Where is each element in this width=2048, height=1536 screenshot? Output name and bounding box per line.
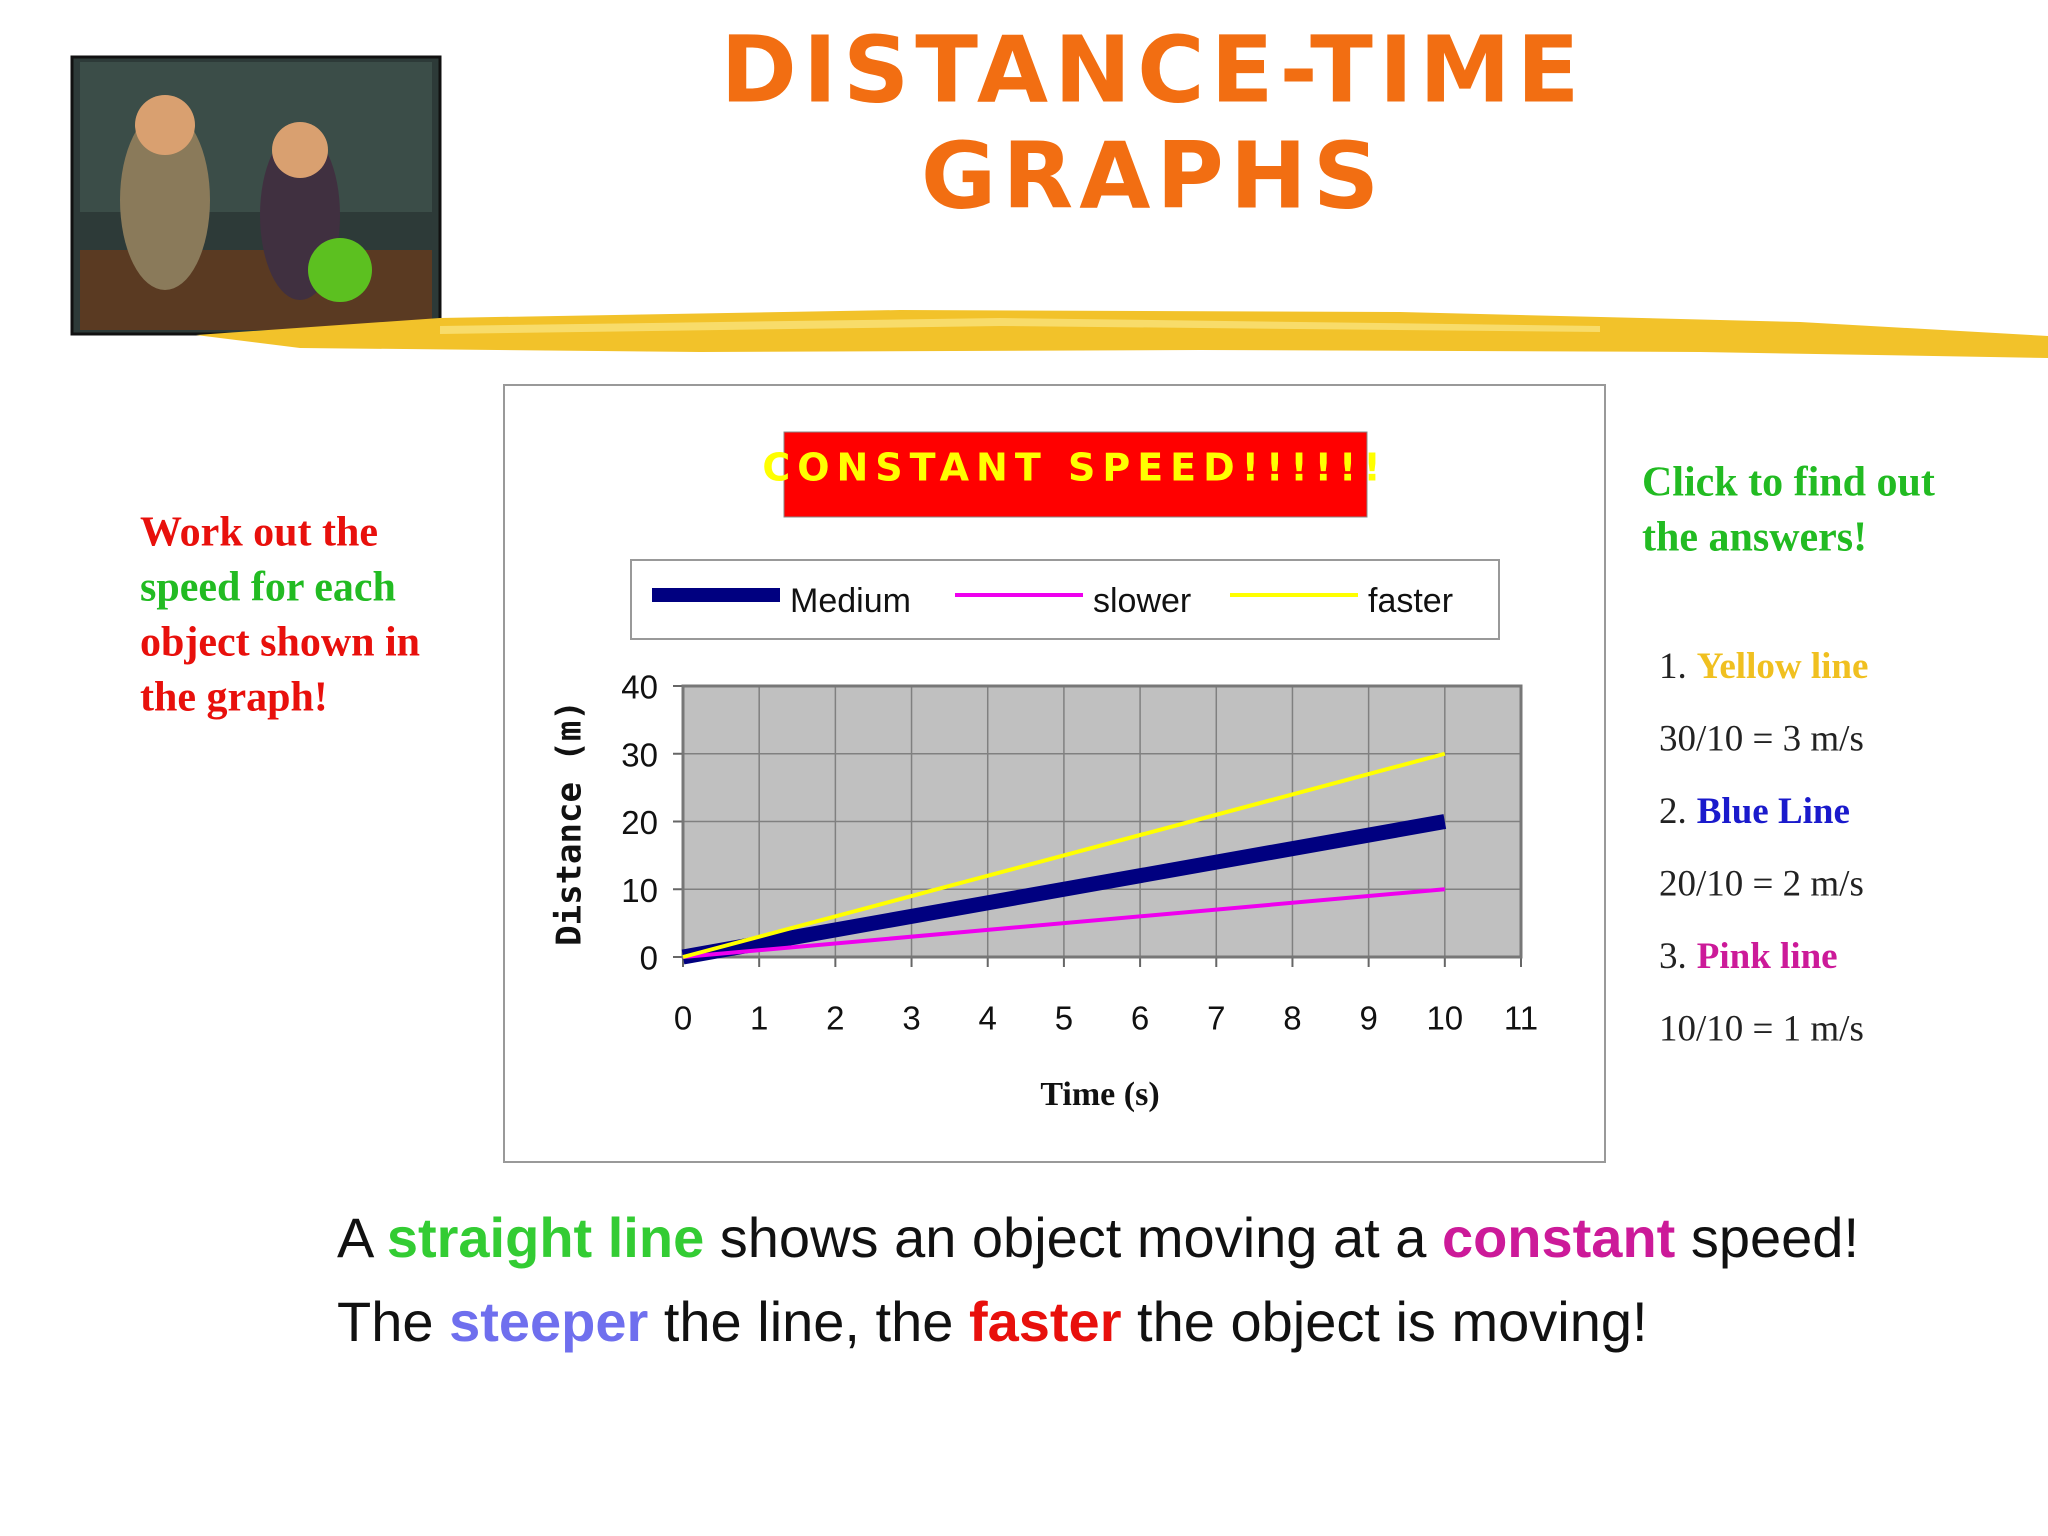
x-tick-label: 1 (750, 1000, 768, 1037)
y-tick-label: 30 (621, 736, 658, 773)
brush-stroke-highlight (440, 318, 1600, 334)
x-tick-label: 5 (1055, 1000, 1073, 1037)
x-tick-label: 10 (1426, 1000, 1463, 1037)
statement-part: constant (1442, 1206, 1675, 1269)
answer-heading: 1. Yellow line (1659, 646, 1868, 687)
statement-part: speed! (1675, 1206, 1859, 1269)
answer-name: Yellow line (1697, 646, 1869, 687)
statement-part: the line, the (648, 1290, 969, 1353)
series-line (682, 751, 1446, 959)
y-tick-label: 40 (621, 669, 658, 706)
legend-label: faster (1368, 582, 1453, 620)
answer-name: Pink line (1697, 936, 1838, 977)
legend-label: Medium (790, 582, 911, 620)
series-line (682, 887, 1445, 959)
statement: The steeper the line, the faster the obj… (337, 1290, 1648, 1353)
slide-title: DISTANCE-TIME (720, 16, 1585, 123)
statement-part: steeper (449, 1290, 648, 1353)
statement-part: The (337, 1290, 449, 1353)
legend-label: slower (1093, 582, 1191, 620)
chart-title-box (783, 431, 1368, 518)
statement-part: faster (969, 1290, 1122, 1353)
x-tick-label: 2 (826, 1000, 844, 1037)
statement-part: shows an object moving at a (704, 1206, 1442, 1269)
x-tick-label: 4 (979, 1000, 997, 1037)
answer-result: 30/10 = 3 m/s (1659, 718, 1864, 759)
x-axis-label: Time (s) (1040, 1076, 1159, 1113)
answer-number: 3. (1659, 936, 1687, 977)
instruction-line: speed for each (140, 565, 396, 611)
statement-part: A (337, 1206, 387, 1269)
statement-part: the object is moving! (1122, 1290, 1648, 1353)
y-tick-label: 10 (621, 872, 658, 909)
statement: A straight line shows an object moving a… (337, 1206, 1859, 1269)
answer-heading: 3. Pink line (1659, 936, 1838, 977)
x-tick-label: 3 (902, 1000, 920, 1037)
plot-border (681, 684, 1523, 959)
answer-number: 2. (1659, 791, 1687, 832)
instruction-line: the graph! (140, 675, 328, 721)
x-tick-label: 6 (1131, 1000, 1149, 1037)
brush-stroke (196, 310, 2048, 358)
x-tick-label: 0 (674, 1000, 692, 1037)
answer-result: 20/10 = 2 m/s (1659, 863, 1864, 904)
slide-title: GRAPHS (921, 122, 1385, 229)
x-tick-label: 7 (1207, 1000, 1225, 1037)
chart-title: CONSTANT SPEED!!!!!! (762, 446, 1387, 490)
instruction-line: object shown in (140, 620, 420, 666)
answer-prompt: the answers! (1642, 515, 1867, 561)
photo (70, 55, 442, 336)
answer-number: 1. (1659, 646, 1687, 687)
instruction-line: Work out the (140, 510, 378, 556)
y-tick-label: 0 (640, 940, 658, 977)
x-tick-label: 9 (1359, 1000, 1377, 1037)
answer-name: Blue Line (1697, 791, 1850, 832)
answer-prompt: Click to find out (1642, 460, 1935, 506)
y-axis-label: Distance (m) (550, 700, 590, 946)
x-tick-label: 8 (1283, 1000, 1301, 1037)
answer-heading: 2. Blue Line (1659, 791, 1850, 832)
series-line (681, 814, 1447, 965)
answer-result: 10/10 = 1 m/s (1659, 1008, 1864, 1049)
statement-part: straight line (387, 1206, 704, 1269)
y-tick-label: 20 (621, 804, 658, 841)
x-tick-label: 11 (1504, 1000, 1538, 1037)
